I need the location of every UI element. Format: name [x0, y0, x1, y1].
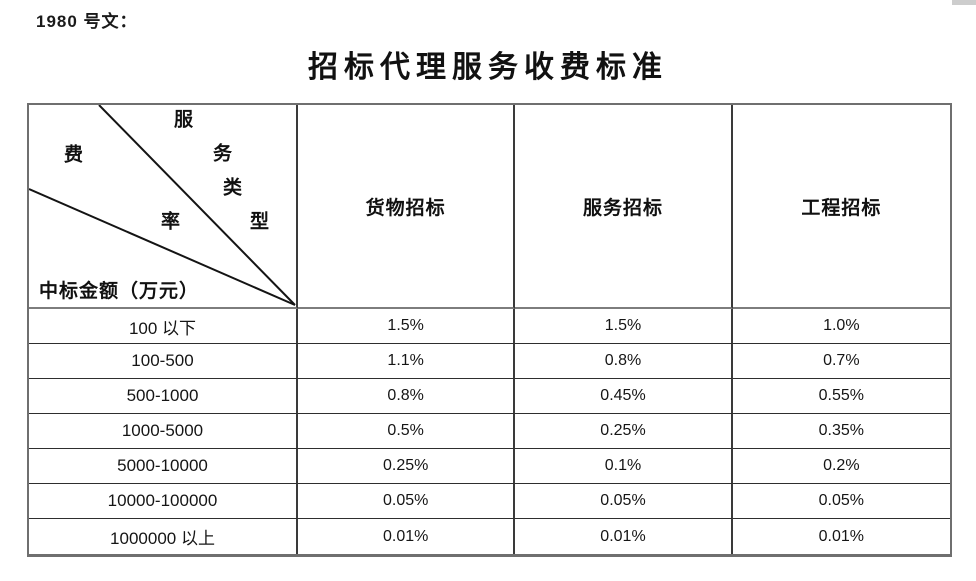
row-range: 5000-10000 [29, 449, 298, 484]
rate-cell: 0.01% [298, 519, 516, 554]
rate-cell: 0.7% [732, 344, 950, 379]
row-range: 1000-5000 [29, 414, 298, 449]
rate-cell: 0.05% [732, 484, 950, 519]
fee-standard-table: 服 务 类 型 费 率 中标金额（万元） 货物招标 服务招标 工程招标 100 … [27, 103, 952, 557]
rate-cell: 1.5% [298, 309, 516, 344]
rate-cell: 0.35% [732, 414, 950, 449]
rate-cell: 0.55% [732, 379, 950, 414]
corner-label-fee-char: 费 [63, 144, 85, 166]
rate-cell: 1.0% [732, 309, 950, 344]
rate-cell: 0.2% [732, 449, 950, 484]
row-range: 100-500 [29, 344, 298, 379]
rate-cell: 0.01% [818, 527, 864, 545]
rate-cell: 1.5% [515, 309, 733, 344]
diagonal-corner-cell: 服 务 类 型 费 率 中标金额（万元） [29, 105, 298, 309]
document-number-label: 1980 号文： [36, 12, 138, 31]
corner-label-service-char2: 务 [212, 143, 234, 165]
rate-cell: 0.45% [515, 379, 733, 414]
rate-cell: 0.1% [515, 449, 733, 484]
rate-cell: 0.25% [515, 414, 733, 449]
rate-cell: 0.25% [298, 449, 516, 484]
window-edge-artifact [952, 0, 976, 5]
row-range: 10000-100000 [29, 484, 298, 519]
rate-cell: 0.5% [298, 414, 516, 449]
page-title: 招标代理服务收费标准 [308, 51, 668, 84]
rate-cell: 1.1% [298, 344, 516, 379]
corner-label-service-char3: 类 [222, 177, 244, 199]
corner-label-bid-amount: 中标金额（万元） [39, 281, 200, 302]
rate-cell: 0.05% [515, 484, 733, 519]
corner-label-rate-char: 率 [160, 211, 182, 233]
corner-label-service-char1: 服 [173, 109, 195, 131]
col-header-engineering-tender: 工程招标 [732, 105, 950, 309]
rate-cell: 0.01% [515, 519, 733, 554]
col-header-service-tender: 服务招标 [515, 105, 733, 309]
corner-label-service-char4: 型 [249, 211, 271, 233]
row-range: 500-1000 [29, 379, 298, 414]
rate-cell: 0.05% [298, 484, 516, 519]
rate-cell: 0.8% [298, 379, 516, 414]
rate-cell: 0.8% [515, 344, 733, 379]
row-range: 1000000 以上 [29, 519, 298, 554]
row-range: 100 以下 [29, 309, 298, 344]
diagonal-divider-lines [29, 105, 296, 306]
col-header-goods-tender: 货物招标 [298, 105, 516, 309]
